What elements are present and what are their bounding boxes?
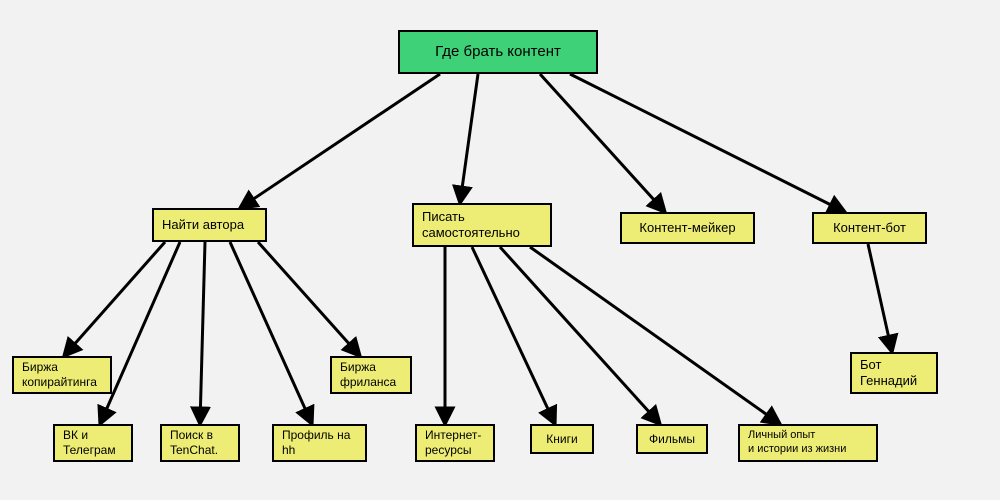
- node-label: Контент-бот: [833, 220, 906, 236]
- node-label: Найти автора: [162, 217, 244, 233]
- edge-root-n4: [570, 74, 845, 212]
- node-n1c: Поиск вTenChat.: [160, 424, 240, 462]
- node-n4: Контент-бот: [812, 212, 927, 244]
- node-label: Личный опыти истории из жизни: [748, 429, 846, 457]
- edge-n1-n1d: [230, 242, 312, 424]
- node-label: Интернет-ресурсы: [425, 428, 481, 458]
- edge-n1-n1a: [64, 242, 165, 356]
- node-n2a: Интернет-ресурсы: [415, 424, 495, 462]
- node-label: Писатьсамостоятельно: [422, 209, 520, 242]
- node-n2: Писатьсамостоятельно: [412, 203, 552, 247]
- node-n2b: Книги: [530, 424, 594, 454]
- node-label: Контент-мейкер: [639, 220, 735, 236]
- node-n4a: БотГеннадий: [850, 352, 938, 394]
- node-root: Где брать контент: [398, 30, 598, 74]
- edge-n4-n4a: [868, 244, 892, 352]
- node-n2d: Личный опыти истории из жизни: [738, 424, 878, 462]
- node-label: Фильмы: [649, 432, 695, 447]
- node-n1e: Биржафриланса: [330, 356, 412, 394]
- node-n1d: Профиль наhh: [272, 424, 367, 462]
- node-label: Поиск вTenChat.: [170, 428, 218, 458]
- node-n2c: Фильмы: [636, 424, 708, 454]
- node-label: Биржафриланса: [340, 360, 396, 390]
- edge-root-n3: [540, 74, 665, 212]
- edge-n2-n2c: [500, 247, 660, 424]
- edge-root-n1: [240, 74, 440, 208]
- node-n1a: Биржакопирайтинга: [12, 356, 112, 394]
- edge-n1-n1e: [258, 242, 360, 356]
- node-n1: Найти автора: [152, 208, 267, 242]
- edge-n2-n2d: [530, 247, 780, 424]
- node-label: Профиль наhh: [282, 428, 350, 458]
- node-label: Книги: [546, 432, 577, 447]
- node-label: БотГеннадий: [860, 357, 917, 390]
- edge-n2-n2b: [472, 247, 555, 424]
- node-n1b: ВК иТелеграм: [53, 424, 133, 462]
- edge-n1-n1b: [100, 242, 180, 424]
- node-n3: Контент-мейкер: [620, 212, 755, 244]
- edge-n1-n1c: [200, 242, 205, 424]
- edge-root-n2: [460, 74, 478, 203]
- node-label: Биржакопирайтинга: [22, 360, 97, 390]
- node-label: Где брать контент: [435, 43, 561, 62]
- node-label: ВК иТелеграм: [63, 428, 116, 458]
